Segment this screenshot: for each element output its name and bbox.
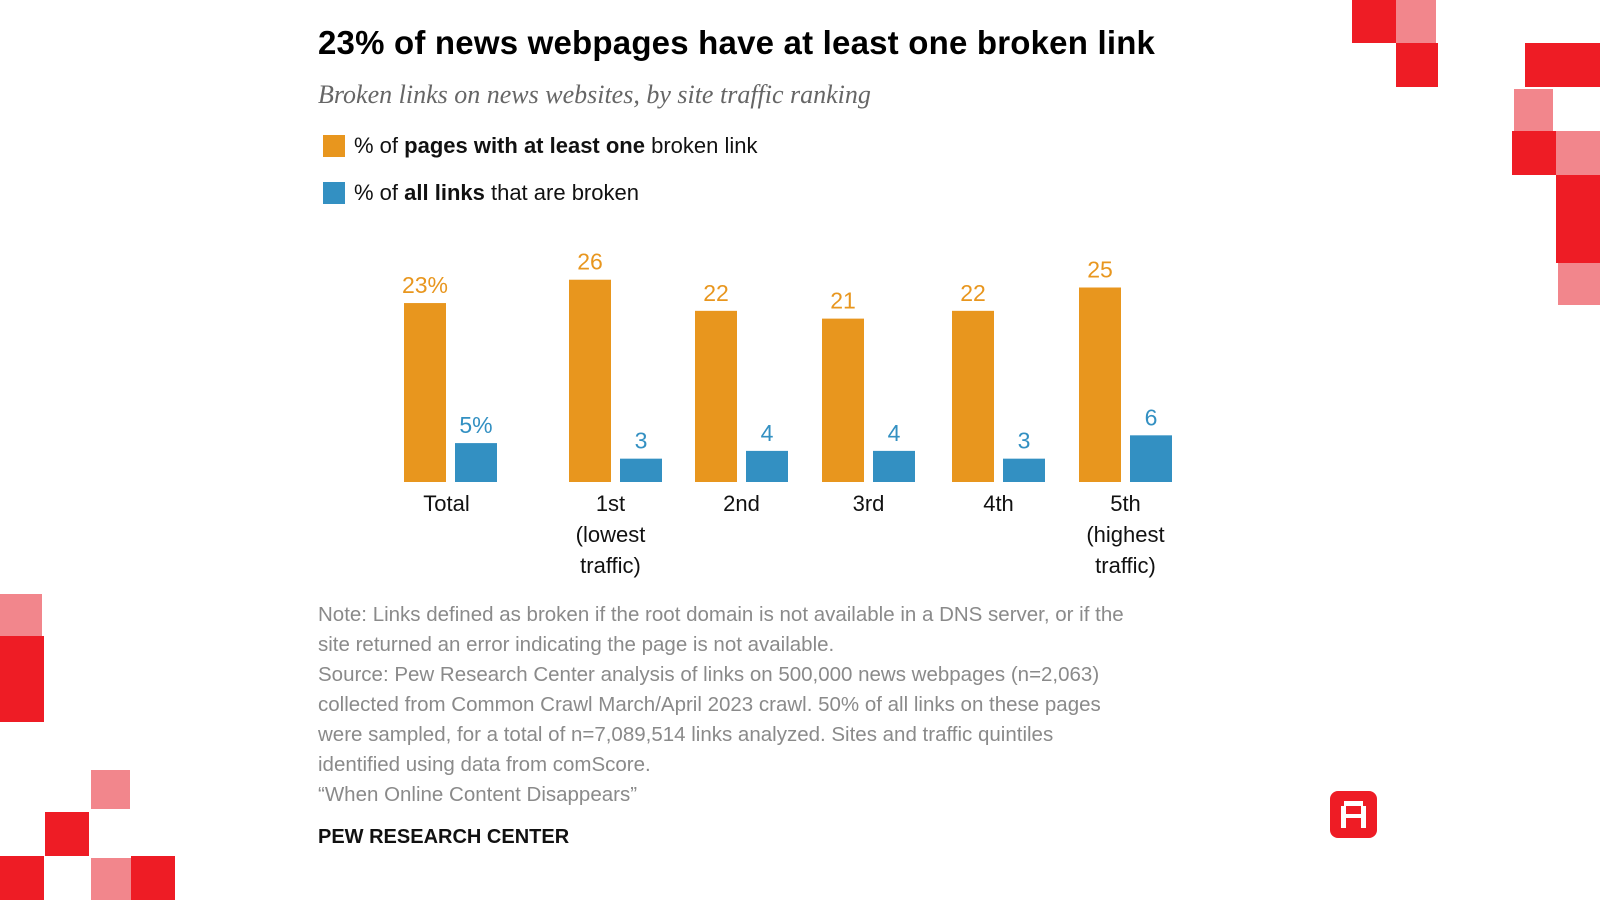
legend-text-bold: pages with at least one xyxy=(404,133,645,158)
chart-title: 23% of news webpages have at least one b… xyxy=(318,24,1156,61)
decor-square xyxy=(1396,0,1436,43)
bar-group: 21 4 3rd xyxy=(822,288,915,516)
bar-links-broken xyxy=(873,450,915,482)
bar-links-broken xyxy=(1130,435,1172,482)
decor-square xyxy=(1396,43,1438,87)
bar-pages-broken xyxy=(822,318,864,482)
legend-item-links: % of all links that are broken xyxy=(323,180,639,206)
category-label: 3rd xyxy=(853,491,885,516)
decor-square xyxy=(1512,131,1556,175)
decor-square xyxy=(1352,0,1396,43)
decor-square xyxy=(0,856,44,900)
legend-item-pages: % of pages with at least one broken link xyxy=(323,133,758,159)
bar-pages-broken xyxy=(695,310,737,482)
bar-group: 22 4 2nd xyxy=(695,280,788,516)
note-line: site returned an error indicating the pa… xyxy=(318,633,835,656)
decor-square xyxy=(91,858,131,900)
data-label: 3 xyxy=(635,428,648,454)
bar-group: 26 3 1st (lowest traffic) xyxy=(569,249,662,578)
decor-square xyxy=(131,856,175,900)
chart-notes: Note: Links defined as broken if the roo… xyxy=(318,600,1238,810)
decor-square xyxy=(1556,175,1600,263)
legend-label: % of all links that are broken xyxy=(354,180,639,206)
bar-links-broken xyxy=(746,450,788,482)
legend-swatch-blue xyxy=(323,182,345,204)
data-label: 5% xyxy=(459,412,492,438)
decor-square xyxy=(1514,89,1553,131)
publisher-logo-icon xyxy=(1330,791,1377,838)
legend-text: that are broken xyxy=(484,180,639,205)
logo-glyph xyxy=(1341,801,1366,828)
data-label: 23% xyxy=(402,272,448,298)
category-label: 1st xyxy=(596,491,625,516)
bar-pages-broken xyxy=(1079,287,1121,482)
bar-group: 22 3 4th xyxy=(952,280,1045,516)
bar-pages-broken xyxy=(952,310,994,482)
decor-square xyxy=(1556,131,1600,175)
category-label: (highest xyxy=(1086,522,1164,547)
bar-chart: 23% 5% Total 26 3 1st (lowest traffic) 22 4 2nd 21 4… xyxy=(402,249,1172,578)
decor-square xyxy=(1525,43,1600,87)
legend-label: % of pages with at least one broken link xyxy=(354,133,758,159)
category-label: traffic) xyxy=(580,553,641,578)
legend-swatch-orange xyxy=(323,135,345,157)
bar-links-broken xyxy=(455,443,497,482)
bar-group: 23% 5% Total xyxy=(402,272,497,516)
bar-pages-broken xyxy=(569,279,611,482)
data-label: 6 xyxy=(1145,404,1158,430)
data-label: 4 xyxy=(761,420,774,446)
decor-square xyxy=(0,636,44,722)
data-label: 3 xyxy=(1018,428,1031,454)
source-line: Source: Pew Research Center analysis of … xyxy=(318,663,1100,686)
data-label: 4 xyxy=(888,420,901,446)
report-title: “When Online Content Disappears” xyxy=(318,783,638,806)
decor-square xyxy=(0,594,42,636)
legend-text: % of xyxy=(354,133,405,158)
source-line: collected from Common Crawl March/April … xyxy=(318,693,1101,716)
data-label: 21 xyxy=(830,288,856,314)
category-label: 5th xyxy=(1110,491,1141,516)
category-label: (lowest xyxy=(576,522,646,547)
decor-square xyxy=(45,812,89,856)
bar-links-broken xyxy=(620,458,662,482)
legend-text: broken link xyxy=(644,133,758,158)
source-line: identified using data from comScore. xyxy=(318,753,651,776)
category-label: Total xyxy=(423,491,469,516)
category-label: traffic) xyxy=(1095,553,1156,578)
source-line: were sampled, for a total of n=7,089,514… xyxy=(318,723,1054,746)
data-label: 26 xyxy=(577,249,603,275)
data-label: 22 xyxy=(960,280,986,306)
legend-text: % of xyxy=(354,180,405,205)
decor-square xyxy=(1558,263,1600,305)
data-label: 25 xyxy=(1087,257,1113,283)
bar-group: 25 6 5th (highest traffic) xyxy=(1079,257,1172,578)
chart-subtitle: Broken links on news websites, by site t… xyxy=(318,80,871,109)
category-label: 4th xyxy=(983,491,1014,516)
note-line: Note: Links defined as broken if the roo… xyxy=(318,603,1124,626)
legend-text-bold: all links xyxy=(404,180,485,205)
data-label: 22 xyxy=(703,280,729,306)
decor-square xyxy=(91,770,130,809)
brand-name: PEW RESEARCH CENTER xyxy=(318,826,570,848)
bar-pages-broken xyxy=(404,303,446,482)
category-label: 2nd xyxy=(723,491,760,516)
bar-links-broken xyxy=(1003,458,1045,482)
